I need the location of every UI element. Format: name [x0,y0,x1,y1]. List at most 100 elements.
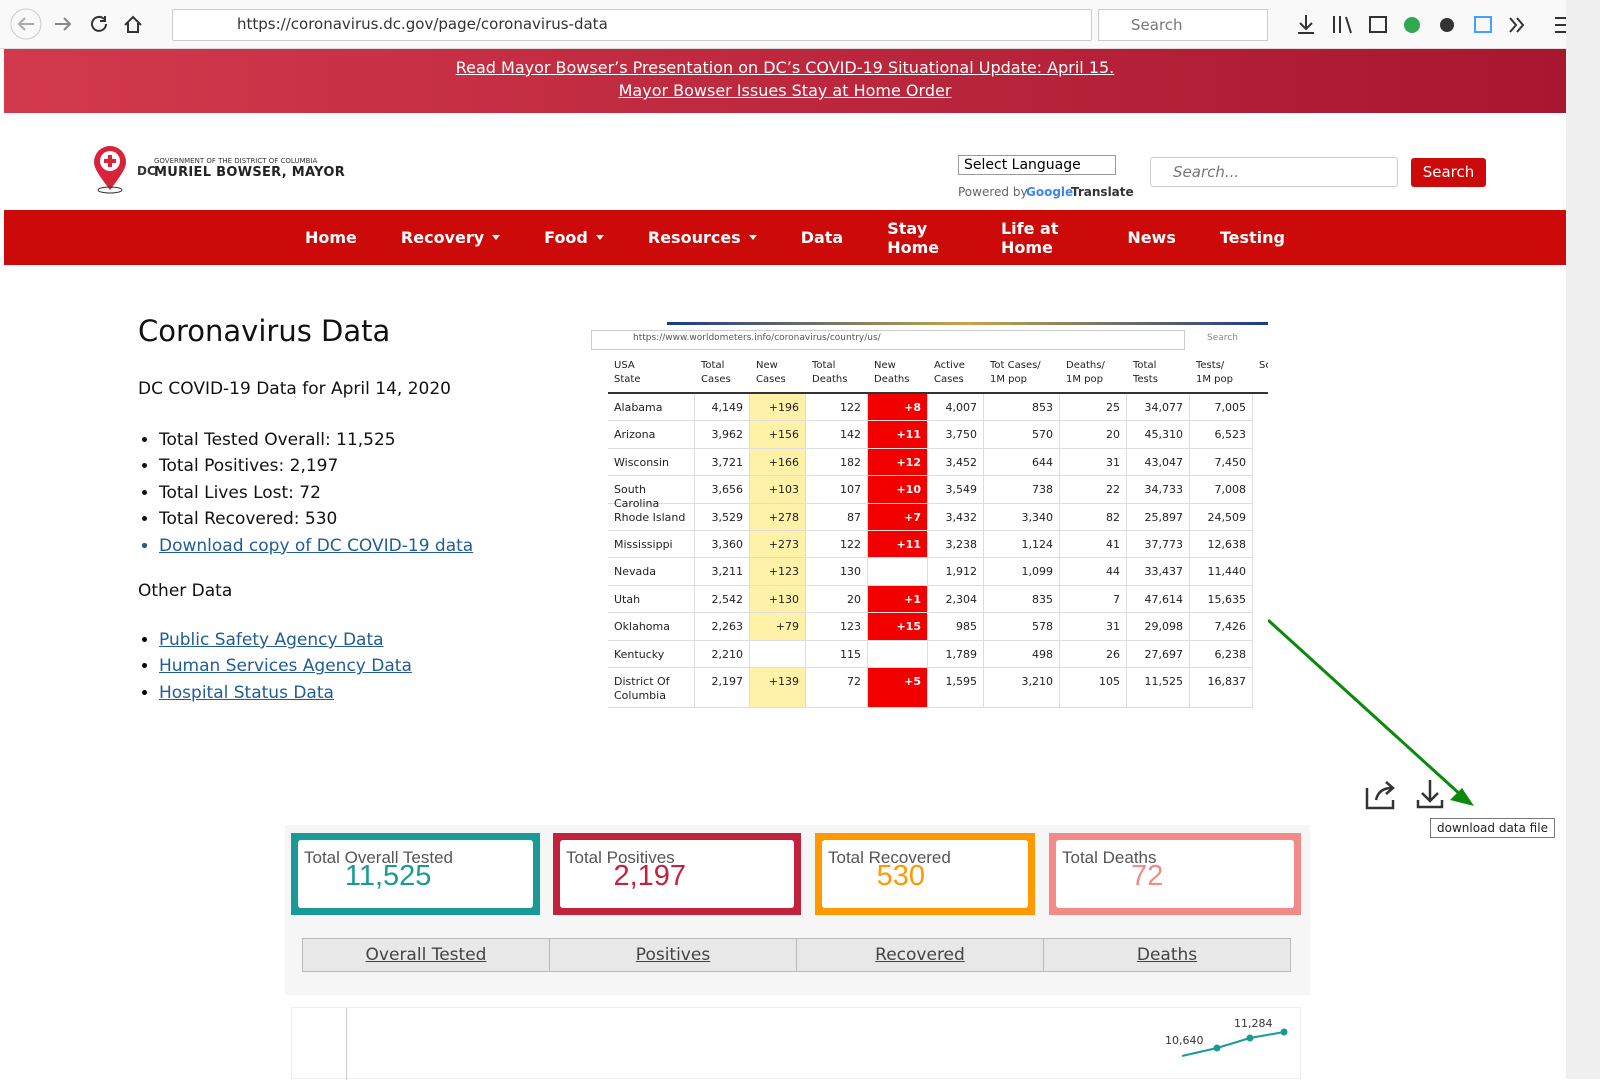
table-cell: 31 [1060,448,1127,477]
download-link[interactable]: Download copy of DC COVID-19 data [159,533,473,559]
table-cell: 44 [1060,558,1127,586]
table-cell: 34,733 [1127,476,1190,504]
stat-card: Total Overall Tested 11,525 [291,833,540,915]
table-cell: Wisconsin [608,448,695,477]
embedded-top-strip [667,322,1268,325]
scrollbar[interactable] [1566,0,1600,1079]
cell-text: 16,837 [1207,675,1247,688]
nav-item[interactable]: Food [544,228,604,247]
other-link[interactable]: Hospital Status Data [159,682,334,703]
tab[interactable]: Overall Tested [303,939,549,971]
share-icon[interactable] [1365,781,1395,810]
nav-item[interactable]: Data [801,228,844,247]
tooltip: download data file [1430,818,1555,838]
table-cell: 578 [984,613,1060,641]
nav-item[interactable]: News [1127,228,1176,247]
cell-text: 20 [1106,428,1120,442]
cell-text: 82 [1106,510,1120,524]
table-cell: 7,450 [1190,448,1253,477]
table-cell: 47,614 [1127,585,1190,614]
url-bar[interactable] [172,9,1092,41]
cell-text: 87 [847,510,861,524]
table-cell: 20 [806,585,868,614]
download-icon[interactable] [1416,780,1444,809]
cell-text: 1,099 [1021,565,1054,579]
cell-text: 130 [840,565,861,579]
nav-item[interactable]: Recovery [401,228,501,247]
nav-item[interactable]: Resources [648,228,757,247]
cell-text: 853 [1032,401,1053,414]
tab[interactable]: Recovered [796,939,1043,971]
table-cell: 2,542 [695,585,750,614]
nav-item[interactable]: Stay Home [887,219,957,257]
cell-text: 4,007 [945,401,978,414]
table-cell: 105 [1060,668,1127,708]
table-cell: 11,440 [1190,558,1253,586]
cell-text: 182 [840,455,861,469]
cell-text: 45,310 [1144,428,1184,442]
nav-label: Testing [1219,228,1285,247]
language-select[interactable]: Select Language [958,155,1116,175]
table-cell: 72 [806,668,868,708]
cell-text: 3,656 [711,483,744,497]
back-button[interactable] [10,8,42,40]
browser-search-box[interactable] [1098,9,1268,41]
card-label: Total Recovered [828,848,951,867]
cell-text: 7,450 [1214,455,1247,469]
table-cell: 122 [806,394,868,422]
cell-text: 6,238 [1214,647,1247,661]
tab[interactable]: Positives [549,939,796,971]
banner-link[interactable]: Read Mayor Bowser’s Presentation on DC’s… [455,58,1115,77]
site-search-placeholder: Search... [1173,163,1240,181]
cell-text: 835 [1032,592,1053,606]
tab[interactable]: Deaths [1043,939,1290,971]
home-button[interactable] [124,15,142,33]
table-cell: +130 [750,585,806,614]
forward-button[interactable] [55,17,72,31]
table-cell: +166 [750,448,806,477]
cell-text: Alabama [614,401,663,414]
stat-card-inner: Total Positives 2,197 [560,840,794,908]
table-cell: 6,523 [1190,421,1253,449]
logo-name[interactable]: MURIEL BOWSER, MAYOR [154,165,346,180]
other-link[interactable]: Public Safety Agency Data [159,630,384,650]
reload-button[interactable] [91,15,107,32]
table-cell: 25,897 [1127,503,1190,531]
table-cell: 3,360 [695,531,750,559]
other-link[interactable]: Human Services Agency Data [159,656,412,677]
table-cell: 3,340 [984,503,1060,531]
table-cell: 6,238 [1190,640,1253,668]
google-label: Google [1026,185,1074,199]
cell-text: 4,149 [711,401,744,414]
table-cell: South Carolina [608,476,695,510]
cell-text: 3,452 [945,455,978,469]
nav-item[interactable]: Testing [1220,228,1285,247]
nav-item[interactable]: Life at Home [1001,219,1083,257]
table-cell [868,558,928,586]
card-label: Total Positives [566,848,675,867]
cell-text: Wisconsin [614,455,669,469]
table-cell: 43,047 [1127,448,1190,477]
table-cell: Kentucky [608,640,695,668]
table-cell: Mississippi [608,531,695,559]
cell-text: +7 [904,510,921,524]
link-item: Hospital Status Data [159,680,412,706]
table-header: Sc [1259,360,1268,371]
cell-text: 34,733 [1144,483,1184,497]
nav-item[interactable]: Home [305,228,357,247]
cell-text: 2,197 [711,675,744,688]
cell-text: +8 [904,401,921,414]
card-value: 2,197 [613,860,687,892]
site-search-button[interactable]: Search [1411,158,1486,187]
table-cell: 22 [1060,476,1127,504]
cell-text: 142 [840,428,861,442]
site-search[interactable]: Search... [1150,157,1398,187]
cell-text: +15 [896,620,921,634]
stat-item: Total Positives: 2,197 [159,453,473,479]
banner-link[interactable]: Mayor Bowser Issues Stay at Home Order [618,81,952,100]
cell-text: 7 [1113,592,1120,606]
cell-text: 3,750 [945,428,978,442]
table-cell: +11 [868,421,928,449]
cell-text: 1,789 [945,647,978,661]
